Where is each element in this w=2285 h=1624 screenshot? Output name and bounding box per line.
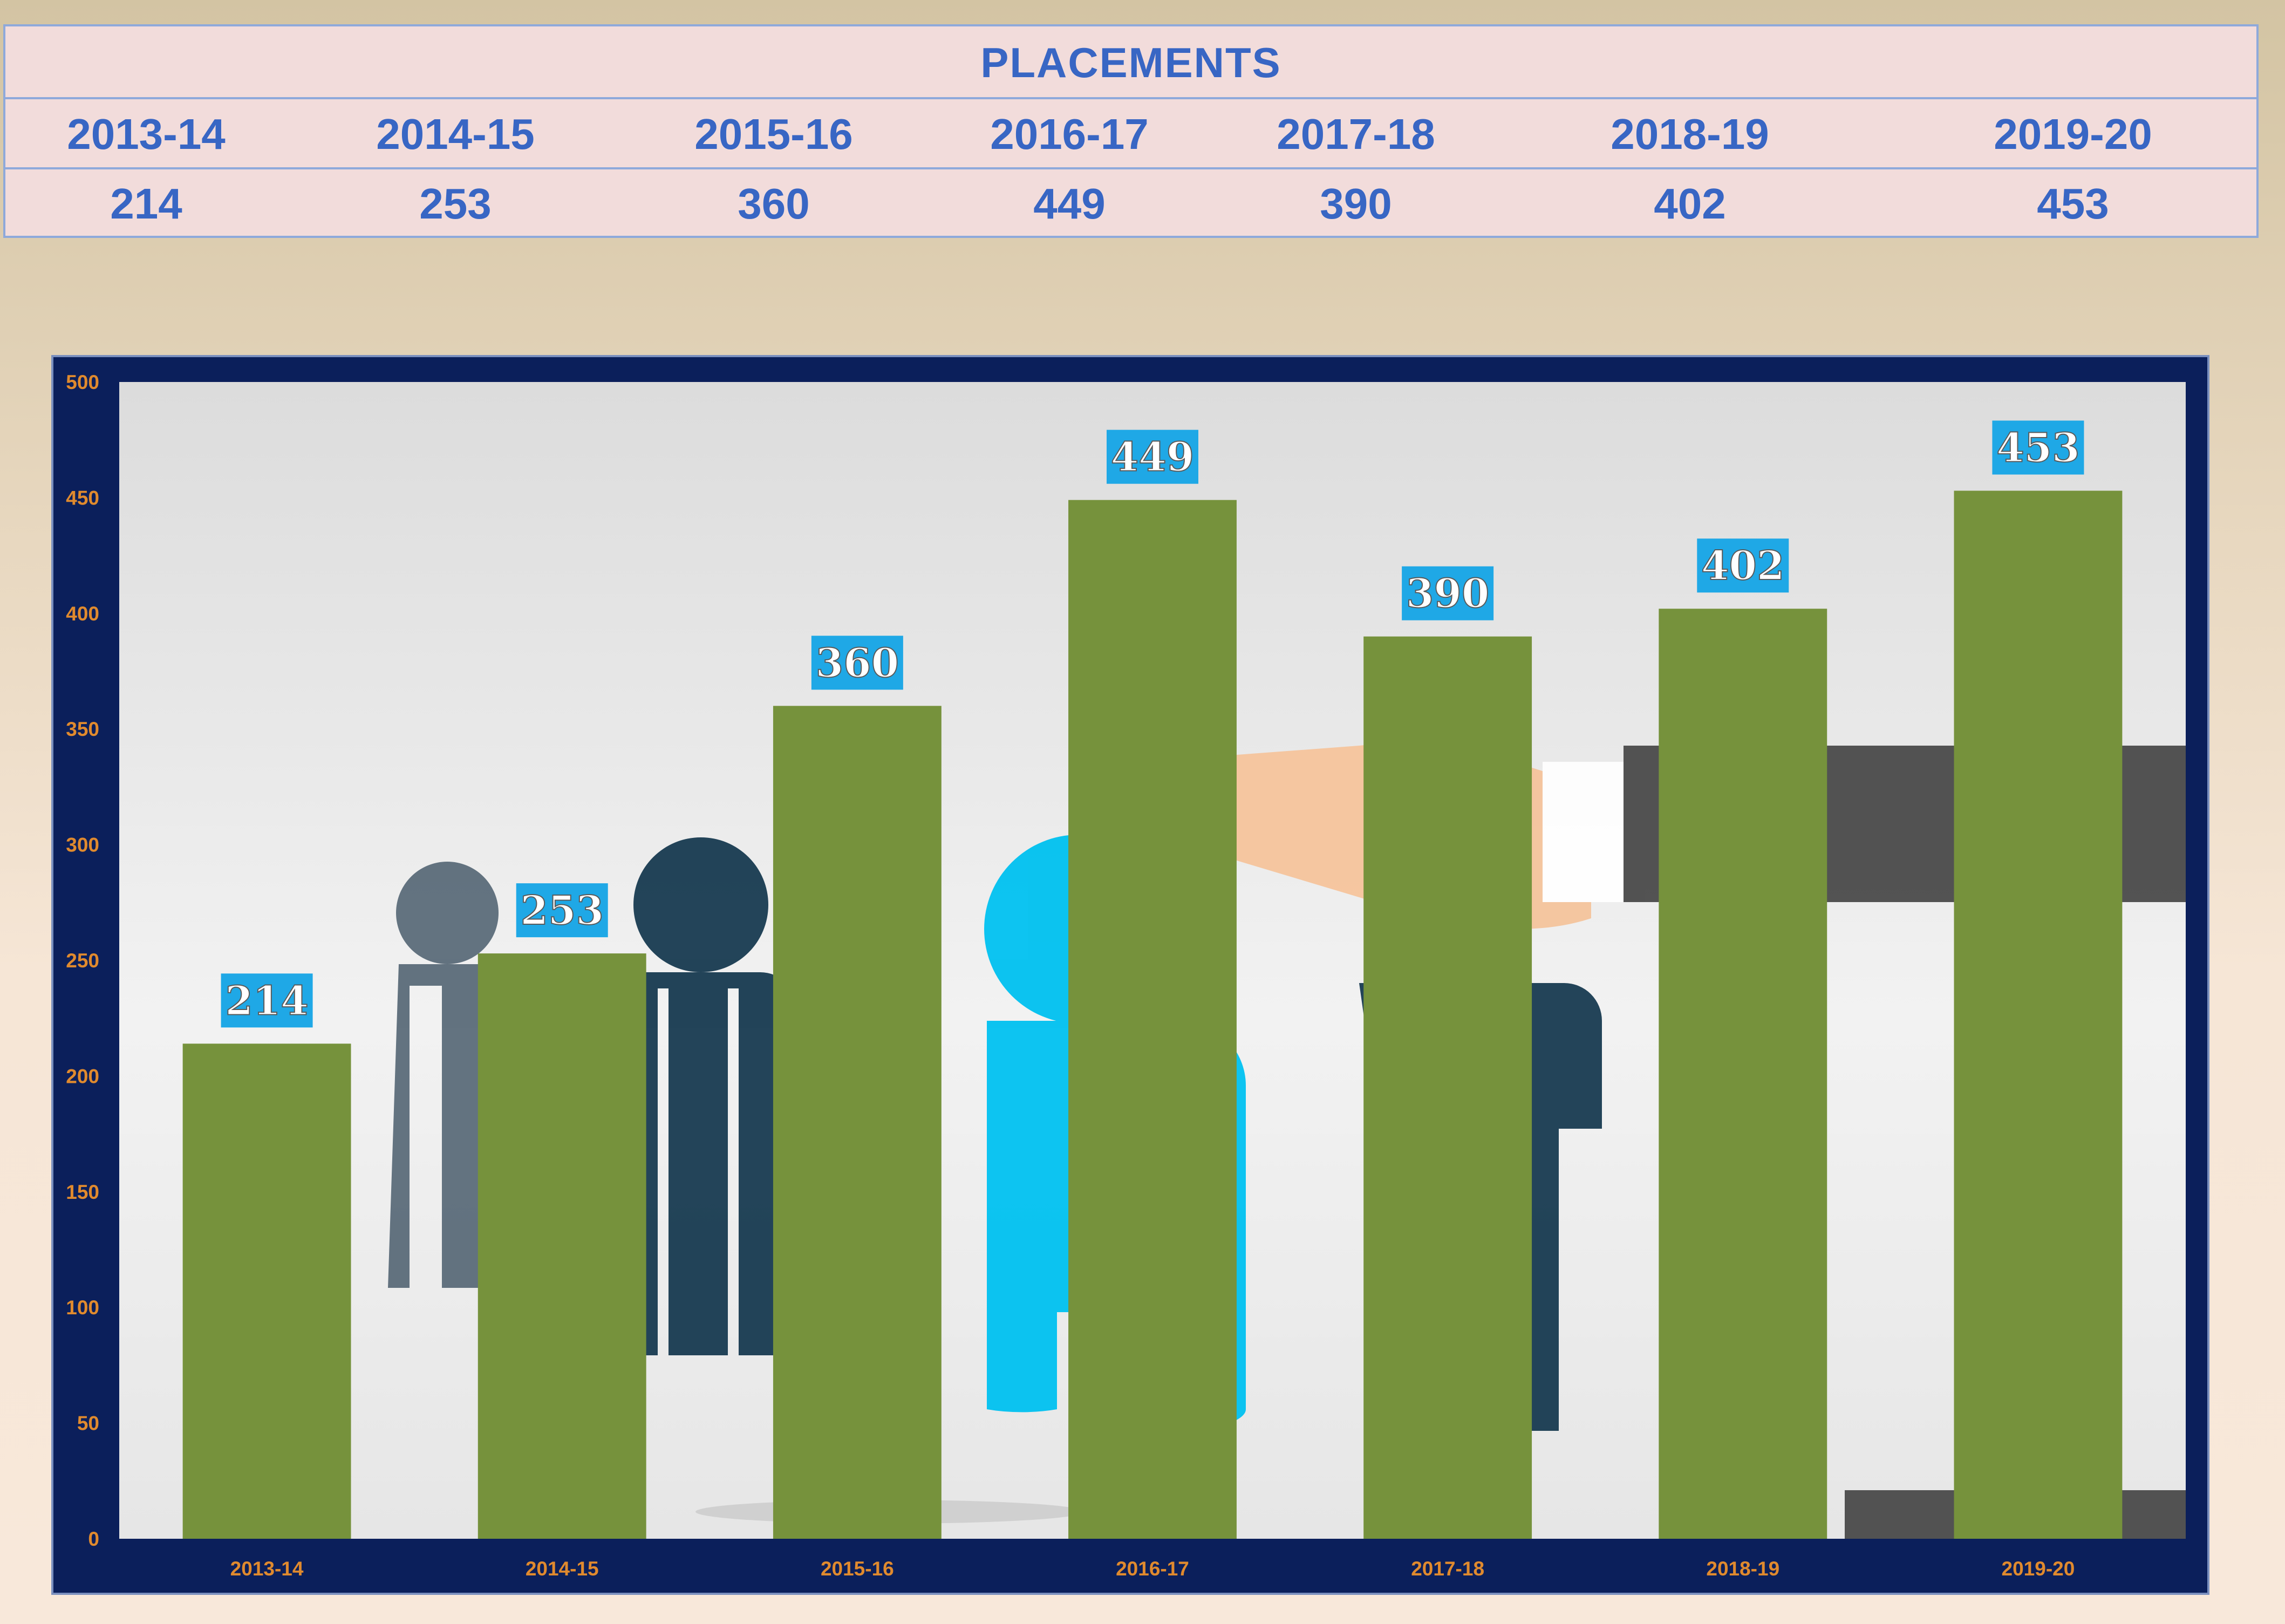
table-value-cell: 214	[110, 180, 182, 228]
data-label: 360	[811, 636, 903, 690]
table-value-cell: 390	[1320, 180, 1392, 228]
table-year-cell: 2015-16	[694, 110, 853, 158]
data-label: 253	[516, 883, 608, 938]
data-label-text: 253	[520, 888, 603, 934]
table-year-cell: 2016-17	[990, 110, 1149, 158]
x-tick-label: 2013-14	[230, 1558, 304, 1580]
data-label-box	[1992, 420, 2084, 475]
table-year-cell: 2013-14	[67, 110, 226, 158]
x-tick-label: 2018-19	[1706, 1558, 1779, 1580]
data-label-box	[516, 883, 608, 938]
table-year-cell: 2019-20	[1994, 110, 2152, 158]
data-label: 214	[221, 973, 313, 1028]
y-tick-label: 400	[66, 603, 99, 625]
y-tick-label: 200	[66, 1065, 99, 1087]
bar-2016-17	[1068, 500, 1237, 1539]
data-label-box	[1697, 538, 1789, 593]
x-tick-label: 2016-17	[1116, 1558, 1189, 1580]
chart-frame: 0 50 100 150 200 250 300 350 400 450 500 214 253 360…	[51, 355, 2209, 1595]
x-tick-label: 2014-15	[526, 1558, 599, 1580]
data-label-text: 360	[816, 640, 899, 686]
y-tick-label: 250	[66, 950, 99, 972]
data-label-box	[1107, 429, 1198, 484]
table-value-cell: 453	[2037, 180, 2109, 228]
data-label-box	[811, 636, 903, 690]
y-tick-label: 50	[77, 1413, 99, 1435]
data-label-text: 214	[225, 978, 308, 1024]
bars	[182, 490, 2123, 1539]
data-label: 390	[1402, 566, 1494, 620]
data-label-text: 453	[1996, 425, 2079, 472]
table-value-row: 214 253 360 449 390 402 453	[5, 169, 2256, 238]
table-value-cell: 449	[1033, 180, 1106, 228]
table-year-cell: 2017-18	[1277, 110, 1435, 158]
data-label-box	[1402, 566, 1494, 620]
x-tick-label: 2015-16	[821, 1558, 894, 1580]
bar-2018-19	[1659, 609, 1827, 1539]
bar-2015-16	[773, 706, 942, 1539]
bar-chart: 0 50 100 150 200 250 300 350 400 450 500 214 253 360…	[66, 371, 2186, 1580]
x-tick-label: 2017-18	[1411, 1558, 1484, 1580]
x-tick-label: 2019-20	[2002, 1558, 2075, 1580]
data-labels: 214 253 360 449 390 402 453	[221, 420, 2084, 1028]
y-tick-label: 450	[66, 487, 99, 509]
data-label-text: 449	[1111, 434, 1194, 481]
data-label: 453	[1992, 420, 2084, 475]
table-value-cell: 360	[738, 180, 810, 228]
y-tick-label: 0	[88, 1528, 99, 1550]
y-axis: 0 50 100 150 200 250 300 350 400 450 500	[66, 371, 99, 1550]
x-axis: 2013-14 2014-15 2015-16 2016-17 2017-18 2018-…	[230, 1558, 2075, 1580]
y-tick-label: 150	[66, 1181, 99, 1203]
table-value-cell: 402	[1654, 180, 1726, 228]
y-tick-label: 300	[66, 834, 99, 856]
table-year-row: 2013-14 2014-15 2015-16 2016-17 2017-18 …	[5, 99, 2256, 169]
data-label-text: 390	[1406, 571, 1489, 617]
table-title-row: PLACEMENTS	[5, 26, 2256, 99]
table-year-cell: 2014-15	[376, 110, 535, 158]
table-value-cell: 253	[419, 180, 492, 228]
bar-2014-15	[478, 953, 646, 1539]
data-label: 449	[1107, 429, 1198, 484]
y-tick-label: 500	[66, 371, 99, 393]
table-title: PLACEMENTS	[980, 39, 1281, 86]
bar-2019-20	[1954, 490, 2123, 1539]
placements-table: PLACEMENTS 2013-14 2014-15 2015-16 2016-…	[3, 24, 2259, 238]
data-label-text: 402	[1701, 543, 1784, 589]
bar-2017-18	[1363, 636, 1532, 1539]
data-label-box	[221, 973, 313, 1028]
table-year-cell: 2018-19	[1611, 110, 1769, 158]
bar-2013-14	[182, 1043, 351, 1539]
data-label: 402	[1697, 538, 1789, 593]
y-tick-label: 100	[66, 1297, 99, 1319]
y-tick-label: 350	[66, 718, 99, 740]
